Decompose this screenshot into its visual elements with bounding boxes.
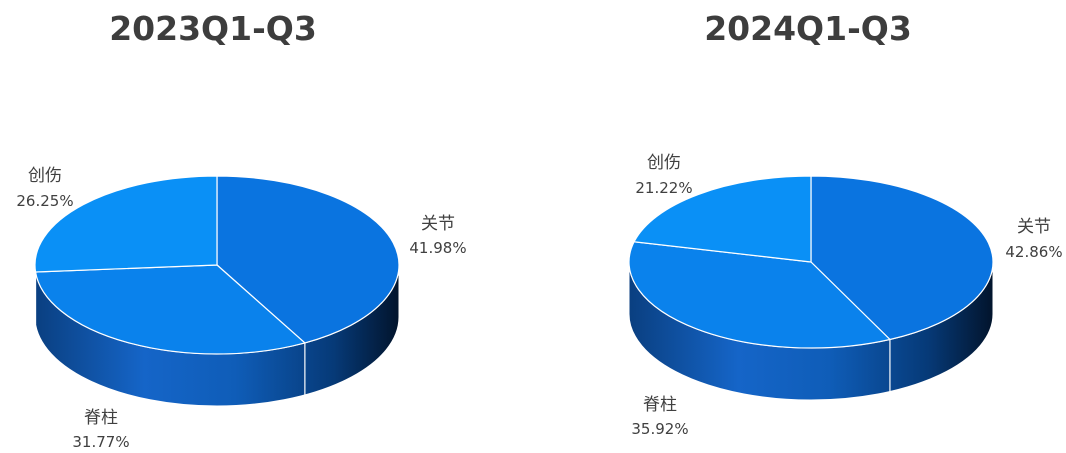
slice-spine (628, 241, 891, 349)
slice-value-joint: 42.86% (1005, 243, 1062, 261)
slice-value-spine: 35.92% (631, 420, 688, 438)
pie-chart-2024: 2024Q1-Q3 关节 42.86% 脊柱 35.92% 创伤 21.22% (628, 9, 1063, 438)
pie-top (34, 175, 400, 355)
slice-label-trauma: 创伤 (28, 166, 62, 186)
slice-label-trauma: 创伤 (647, 153, 681, 173)
slice-joint (216, 175, 400, 344)
slice-label-joint: 关节 (1017, 217, 1051, 237)
slice-label-spine: 脊柱 (84, 408, 118, 428)
slice-value-trauma: 26.25% (16, 192, 73, 210)
slice-trauma (34, 175, 218, 273)
slice-spine (34, 264, 306, 355)
chart-title: 2023Q1-Q3 (109, 9, 317, 48)
slice-value-joint: 41.98% (409, 239, 466, 257)
pie-top (628, 175, 994, 349)
slice-value-trauma: 21.22% (635, 179, 692, 197)
pie-chart-2023: 2023Q1-Q3 关节 41.98% 脊柱 31.77% 创伤 26.25% (16, 9, 466, 451)
slice-trauma (633, 175, 812, 263)
chart-title: 2024Q1-Q3 (704, 9, 912, 48)
slice-label-spine: 脊柱 (643, 395, 677, 415)
slice-joint (810, 175, 994, 341)
slice-label-joint: 关节 (421, 214, 455, 234)
slice-value-spine: 31.77% (72, 433, 129, 451)
